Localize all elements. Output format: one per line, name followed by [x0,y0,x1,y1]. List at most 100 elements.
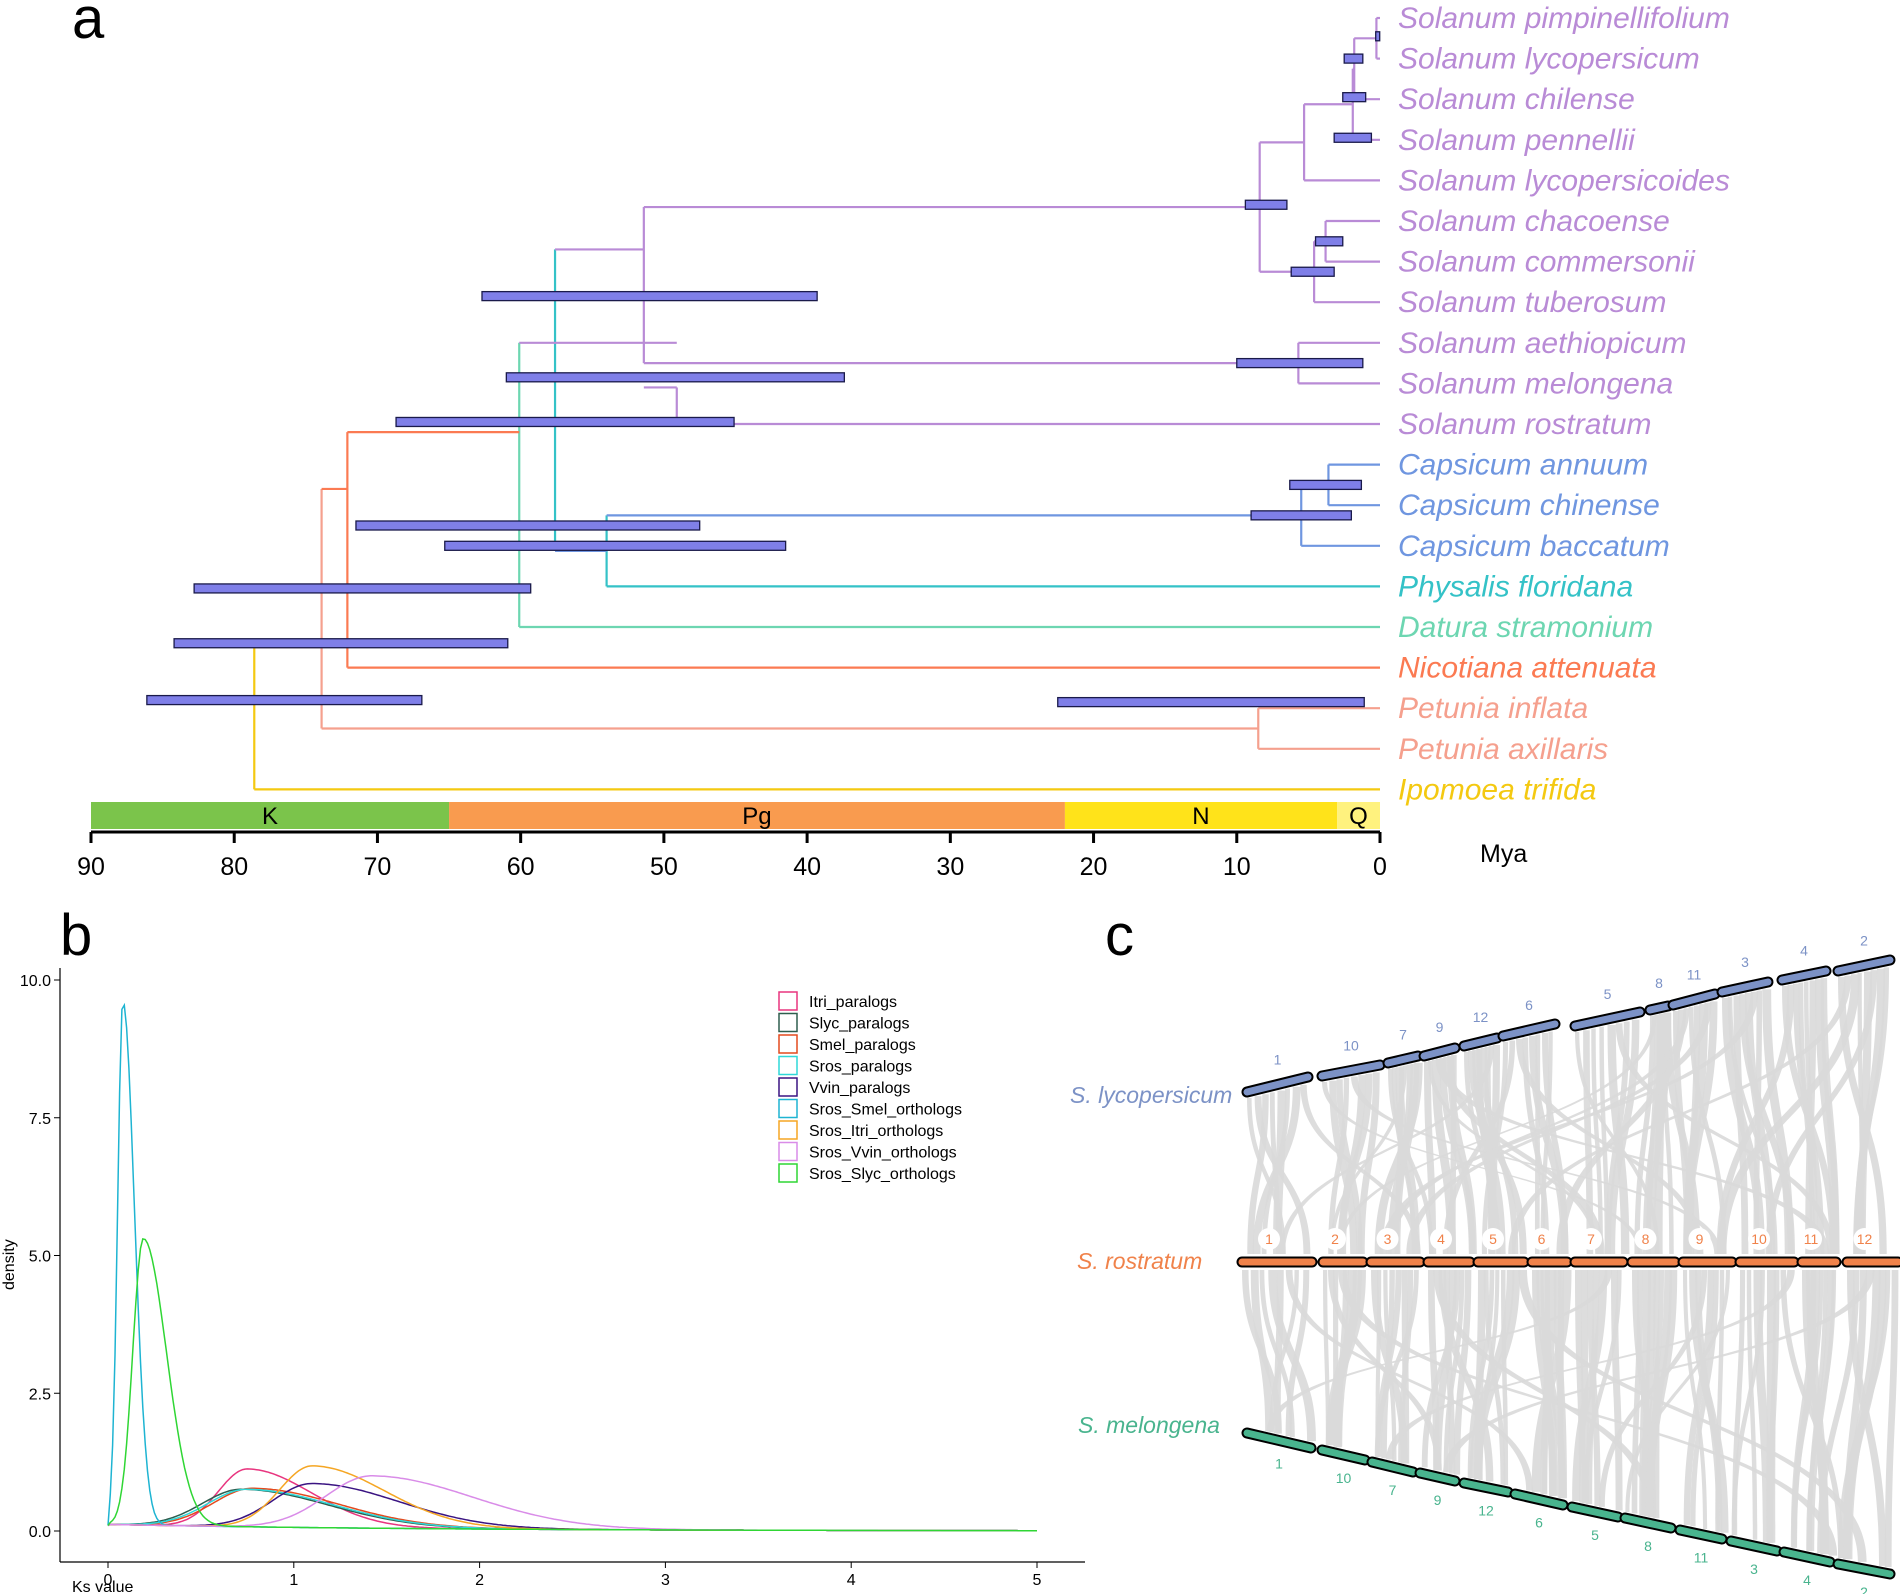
synteny-ribbons [1242,967,1899,1568]
hpd-bar [481,290,818,302]
synteny-ribbon [1427,1061,1600,1254]
synteny-ribbon [1379,991,1759,1254]
tip-label: Petunia axillaris [1398,733,1608,766]
synteny-ribbon [1591,1028,1604,1254]
legend-label: Vvin_paralogs [809,1080,910,1097]
time-axis-tick-label: 70 [364,853,392,881]
chromosome-number: 3 [1384,1231,1392,1247]
chromosome-number: 12 [1478,1503,1494,1519]
synteny-ribbon [1279,1046,1495,1254]
chromosome-number: 8 [1644,1538,1652,1554]
synteny-ribbon [1421,1270,1461,1468]
chromosome-number: 2 [1860,933,1868,949]
era-label: K [262,803,278,830]
chromosome [1621,1514,1675,1532]
chromosome [1384,1052,1422,1067]
chromosome [1420,1044,1459,1060]
hpd-bar [1343,53,1364,64]
synteny-ribbon [1884,1270,1899,1568]
synteny-ribbon [1285,1270,1310,1437]
synteny-ribbon [1583,1030,1594,1254]
synteny-ribbon [1805,980,1817,1254]
synteny-ribbon [1642,1014,1667,1254]
synteny-ribbon [1443,1057,1605,1254]
x-tick-label: 0 [104,1572,113,1589]
synteny-ribbon [1765,970,1878,1254]
chromosome-number: 2 [1331,1231,1339,1247]
chromosome [1571,1008,1644,1030]
synteny-ribbon [1599,1270,1708,1507]
chromosome [1646,1002,1672,1014]
synteny-ribbon [1599,1026,1610,1254]
synteny-ribbon [1820,978,1840,1254]
synteny-ribbon [1386,1270,1795,1460]
panel-label-c: c [1105,903,1134,968]
chromosome-number-badge [1530,1228,1553,1250]
legend-swatch [778,1012,798,1033]
synteny-ribbon [1717,974,1860,1254]
tip-label: Solanum aethiopicum [1398,327,1687,360]
chromosome-number: 6 [1538,1231,1546,1247]
synteny-ribbon [1323,1270,1331,1445]
synteny-ribbon [1556,1009,1687,1254]
chromosome [1718,978,1772,996]
y-tick-label: 5.0 [29,1249,51,1266]
hpd-bar [1342,92,1367,103]
tip-label: Solanum lycopersicum [1398,43,1700,76]
series-line [107,1465,1037,1532]
hpd-bar [1375,31,1381,42]
time-axis: 90 80 70 60 50 40 30 20 10 0 [77,830,1387,881]
synteny-ribbon [1715,1270,1725,1532]
legend-label: Sros_Itri_orthologs [809,1123,943,1140]
chart-series-lines [107,1002,1037,1532]
chromosome-number: 5 [1604,986,1612,1002]
synteny-ribbon [1329,1080,1358,1254]
chromosome-number: 3 [1750,1561,1758,1577]
chromosome-number-badge [1748,1228,1770,1250]
x-tick-label: 3 [661,1572,670,1589]
divergence-time-bars [146,31,1381,708]
chromosome-number: 10 [1751,1231,1767,1247]
hpd-bar [1333,132,1373,143]
genome-label-rostratum: S. rostratum [1077,1248,1202,1274]
hpd-bar [1289,479,1363,491]
tip-label: Nicotiana attenuata [1398,652,1657,685]
hpd-bar [1244,199,1288,210]
legend-swatch [778,1141,798,1162]
synteny-ribbon [1690,1270,1719,1527]
synteny-ribbon [1853,967,1890,1254]
synteny-ribbon [1453,1270,1472,1475]
legend-label: Sros_Slyc_orthologs [809,1166,956,1183]
synteny-ribbon [1374,1270,1419,1457]
synteny-ribbon [1439,1058,1476,1254]
tip-label: Solanum melongena [1398,367,1673,400]
series-line [107,1237,1037,1532]
chromosome [1416,1469,1459,1485]
synteny-ribbon [1746,1270,1758,1540]
chromosome-number: 9 [1696,1231,1704,1247]
geologic-era-bar: K Pg N Q [91,802,1380,830]
synteny-ribbon [1424,1062,1437,1254]
panel-label-a: a [72,0,105,51]
hpd-bar [1314,236,1344,247]
chromosome-number: 11 [1804,1231,1819,1247]
chromosome-number: 5 [1489,1231,1497,1247]
synteny-ribbon [1328,1077,1350,1254]
era-segment [91,802,450,829]
hpd-bar [1290,266,1335,277]
series-line [107,1488,1037,1532]
synteny-ribbon [1572,1270,1608,1502]
ks-density-chart: 0 1 2 3 4 50.02.55.07.510.0 Ks value density … [1,968,1085,1594]
synteny-ribbon [1375,1270,1382,1457]
era-segment [1064,802,1338,829]
synteny-ribbon [1357,1072,1380,1254]
tip-label: Capsicum baccatum [1398,530,1670,563]
synteny-ribbon [1285,1270,1533,1491]
chromosome-number: 12 [1857,1231,1873,1247]
chromosome-number: 1 [1275,1456,1283,1472]
tip-label: Solanum commersonii [1398,246,1696,279]
time-axis-tick-label: 80 [220,853,248,881]
synteny-ribbon [1247,1098,1286,1254]
